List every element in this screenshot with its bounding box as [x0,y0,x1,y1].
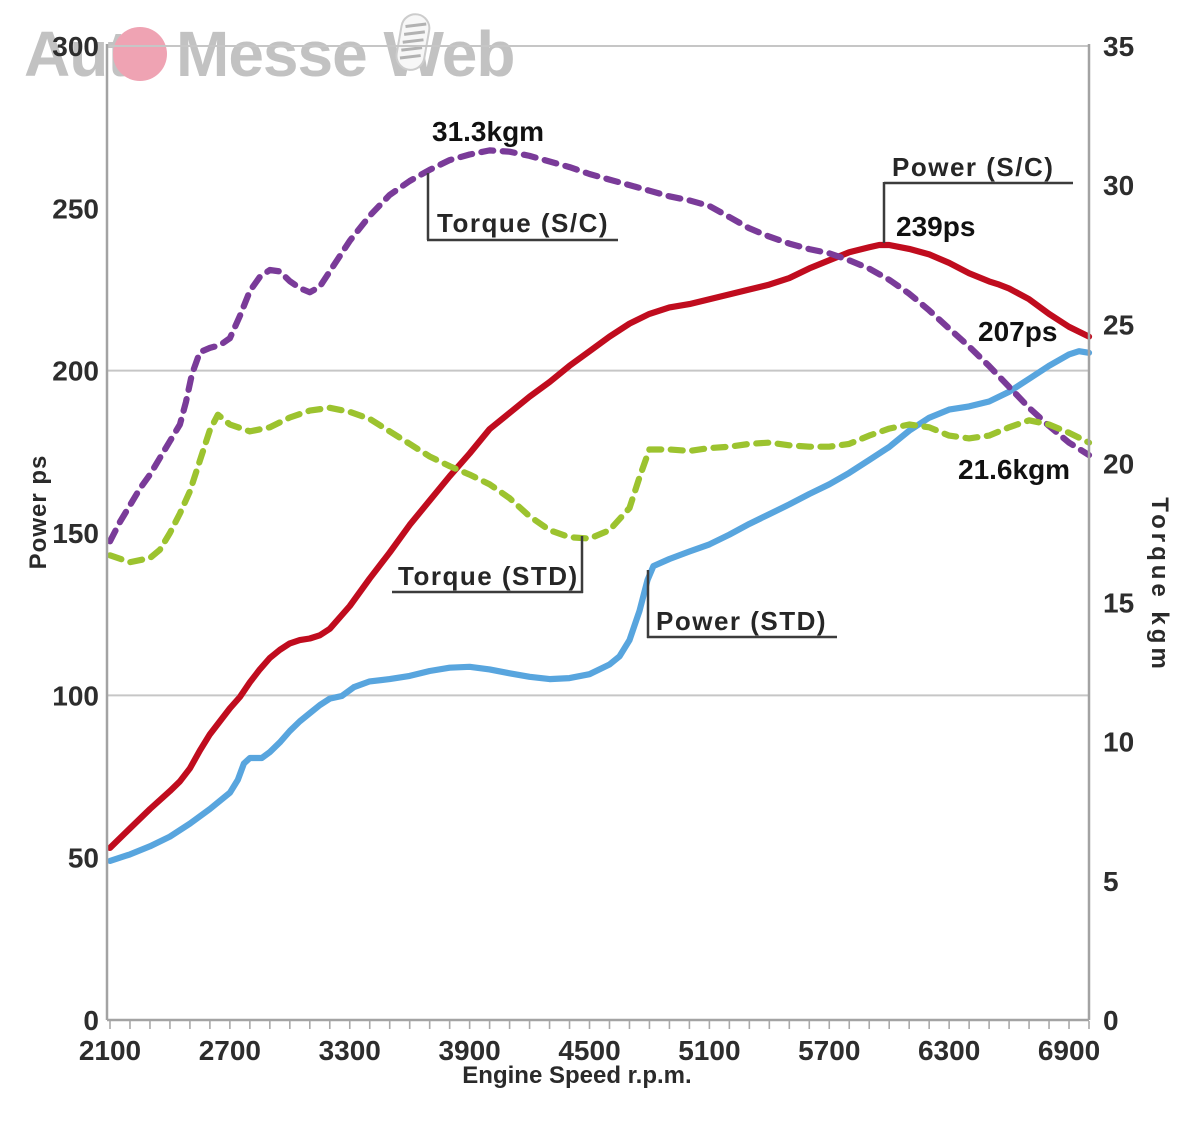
curves [106,147,1093,864]
torque-std-curve-label: Torque (STD) [398,561,579,591]
x-tick-label-3900: 3900 [438,1035,500,1066]
power-std-curve [106,348,1093,864]
torque-sc-curve-label: Torque (S/C) [437,208,609,238]
x-axis-title: Engine Speed r.p.m. [462,1062,691,1089]
y-left-tick-label-50: 50 [68,843,99,874]
power-sc-curve [106,241,1093,851]
x-tick-label-2100: 2100 [79,1035,141,1066]
y-right-tick-label-10: 10 [1103,727,1134,758]
torque-sc-curve [106,147,1093,545]
y-left-axis-title: Power ps [25,455,52,570]
y-right-tick-label-5: 5 [1103,866,1119,897]
spring-coil-icon [395,13,431,71]
y-right-tick-label-25: 25 [1103,309,1134,340]
watermark-text-left: Aut [24,18,128,90]
x-tick-label-4500: 4500 [558,1035,620,1066]
x-tick-label-2700: 2700 [199,1035,261,1066]
y-left-tick-label-100: 100 [52,680,99,711]
x-tick-label-5100: 5100 [678,1035,740,1066]
x-tick-label-5700: 5700 [798,1035,860,1066]
watermark: Aut Messe Web [24,13,515,90]
x-tick-label-3300: 3300 [319,1035,381,1066]
torque-std-end-value: 21.6kgm [958,454,1070,485]
gridlines [107,45,1089,697]
y-left-tick-label-200: 200 [52,356,99,387]
torque-sc-peak-value: 31.3kgm [432,116,544,147]
x-tick-label-6900: 6900 [1038,1035,1100,1066]
power-std-curve-label: Power (STD) [656,606,827,636]
axes: 2100 2700 3300 3900 4500 5100 5700 6300 69000501… [52,31,1134,1066]
y-right-tick-label-20: 20 [1103,448,1134,479]
y-left-tick-label-150: 150 [52,518,99,549]
x-tick-label-6300: 6300 [918,1035,980,1066]
power-std-max-value: 207ps [978,316,1057,347]
y-left-tick-label-300: 300 [52,31,99,62]
y-right-tick-label-35: 35 [1103,31,1134,62]
y-right-axis-title: Torque kgm [1146,497,1173,673]
annotation-leaders [392,173,1073,639]
y-left-tick-label-0: 0 [83,1005,99,1036]
torque-std-curve [106,404,1093,566]
power-sc-peak-value: 239ps [896,211,975,242]
watermark-text-right: Messe Web [176,18,514,90]
power-sc-curve-label: Power (S/C) [892,152,1054,182]
y-right-tick-label-30: 30 [1103,170,1134,201]
y-right-tick-label-15: 15 [1103,588,1134,619]
y-right-tick-label-0: 0 [1103,1005,1119,1036]
y-left-tick-label-250: 250 [52,193,99,224]
watermark-dot-icon [113,27,167,81]
